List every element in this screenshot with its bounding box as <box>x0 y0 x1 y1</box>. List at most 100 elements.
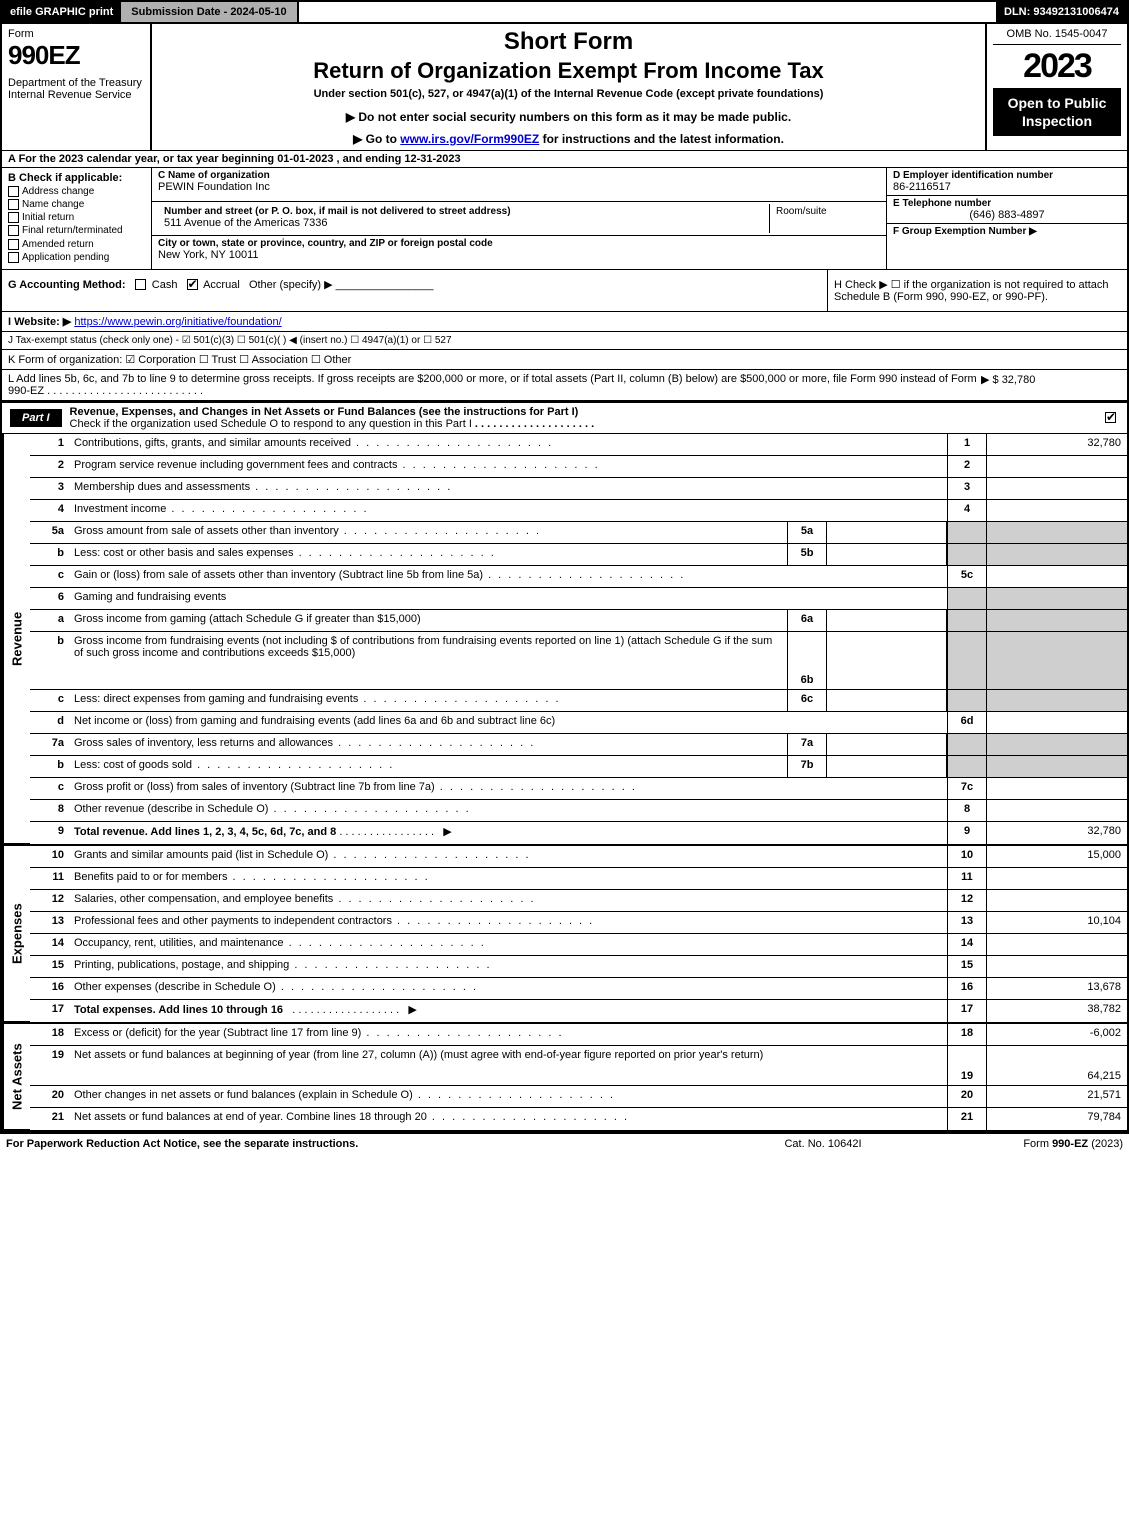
line-19-value: 64,215 <box>987 1046 1127 1085</box>
chk-address-change[interactable]: Address change <box>8 186 145 197</box>
line-9: 9 Total revenue. Add lines 1, 2, 3, 4, 5… <box>30 822 1127 844</box>
line-19: 19 Net assets or fund balances at beginn… <box>30 1046 1127 1086</box>
line-7c: c Gross profit or (loss) from sales of i… <box>30 778 1127 800</box>
topbar-spacer <box>299 2 996 22</box>
goto-post: for instructions and the latest informat… <box>539 132 784 146</box>
chk-cash[interactable] <box>135 279 146 290</box>
revenue-side-label: Revenue <box>2 434 30 844</box>
header-center: Short Form Return of Organization Exempt… <box>152 24 987 150</box>
topbar: efile GRAPHIC print Submission Date - 20… <box>2 2 1127 24</box>
expenses-body: 10 Grants and similar amounts paid (list… <box>30 846 1127 1022</box>
line-6: 6 Gaming and fundraising events <box>30 588 1127 610</box>
part-1-tag: Part I <box>10 409 62 427</box>
line-13-value: 10,104 <box>987 912 1127 933</box>
line-15: 15 Printing, publications, postage, and … <box>30 956 1127 978</box>
line-17-value: 38,782 <box>987 1000 1127 1022</box>
line-6d: d Net income or (loss) from gaming and f… <box>30 712 1127 734</box>
chk-amended-return[interactable]: Amended return <box>8 239 145 250</box>
chk-initial-return[interactable]: Initial return <box>8 212 145 223</box>
room-suite-box: Room/suite <box>770 204 880 233</box>
line-10-value: 15,000 <box>987 846 1127 867</box>
line-7b: b Less: cost of goods sold 7b <box>30 756 1127 778</box>
net-assets-body: 18 Excess or (deficit) for the year (Sub… <box>30 1024 1127 1130</box>
col-d-e-f: D Employer identification number 86-2116… <box>887 168 1127 269</box>
line-6c: c Less: direct expenses from gaming and … <box>30 690 1127 712</box>
part-1-schedule-o-check[interactable] <box>1097 409 1127 427</box>
line-18: 18 Excess or (deficit) for the year (Sub… <box>30 1024 1127 1046</box>
room-label: Room/suite <box>776 206 827 217</box>
col-h: H Check ▶ ☐ if the organization is not r… <box>827 270 1127 311</box>
net-assets-side-label: Net Assets <box>2 1024 30 1130</box>
row-j-tax-exempt: J Tax-exempt status (check only one) - ☑… <box>2 332 1127 350</box>
header-left: Form 990EZ Department of the Treasury In… <box>2 24 152 150</box>
return-title: Return of Organization Exempt From Incom… <box>158 58 979 84</box>
tax-year: 2023 <box>993 47 1121 86</box>
line-10: 10 Grants and similar amounts paid (list… <box>30 846 1127 868</box>
street-box: Number and street (or P. O. box, if mail… <box>158 204 770 233</box>
line-1: 1 Contributions, gifts, grants, and simi… <box>30 434 1127 456</box>
line-1-desc: Contributions, gifts, grants, and simila… <box>70 434 947 455</box>
website-link[interactable]: https://www.pewin.org/initiative/foundat… <box>74 316 281 328</box>
accounting-method-label: G Accounting Method: <box>8 279 126 291</box>
row-i-website: I Website: ▶ https://www.pewin.org/initi… <box>2 312 1127 332</box>
line-16-value: 13,678 <box>987 978 1127 999</box>
section-g-h: G Accounting Method: Cash Accrual Other … <box>2 270 1127 312</box>
department: Department of the Treasury Internal Reve… <box>8 77 144 101</box>
open-to-public: Open to Public Inspection <box>993 88 1121 136</box>
line-21-value: 79,784 <box>987 1108 1127 1130</box>
chk-application-pending[interactable]: Application pending <box>8 252 145 263</box>
goto-line: ▶ Go to www.irs.gov/Form990EZ for instru… <box>158 132 979 146</box>
part-1-sub: Check if the organization used Schedule … <box>70 418 472 430</box>
section-b-through-f: B Check if applicable: Address change Na… <box>2 168 1127 270</box>
street-value: 511 Avenue of the Americas 7336 <box>164 217 763 229</box>
line-9-value: 32,780 <box>987 822 1127 844</box>
form-word: Form <box>8 28 144 40</box>
website-label: I Website: ▶ <box>8 316 71 328</box>
form-number: 990EZ <box>8 40 144 71</box>
goto-link[interactable]: www.irs.gov/Form990EZ <box>400 132 539 146</box>
line-11: 11 Benefits paid to or for members 11 <box>30 868 1127 890</box>
line-6b: b Gross income from fundraising events (… <box>30 632 1127 690</box>
ein-box: D Employer identification number 86-2116… <box>887 168 1127 196</box>
efile-label: efile GRAPHIC print <box>2 2 121 22</box>
line-14: 14 Occupancy, rent, utilities, and maint… <box>30 934 1127 956</box>
city-box: City or town, state or province, country… <box>152 236 886 269</box>
line-21: 21 Net assets or fund balances at end of… <box>30 1108 1127 1130</box>
line-12: 12 Salaries, other compensation, and emp… <box>30 890 1127 912</box>
phone-box: E Telephone number (646) 883-4897 <box>887 196 1127 224</box>
street-row: Number and street (or P. O. box, if mail… <box>152 202 886 236</box>
footer-right: Form 990-EZ (2023) <box>923 1138 1123 1150</box>
chk-name-change[interactable]: Name change <box>8 199 145 210</box>
short-form-title: Short Form <box>158 28 979 56</box>
city-value: New York, NY 10011 <box>158 249 880 261</box>
accounting-other: Other (specify) ▶ <box>249 279 333 291</box>
ein-label: D Employer identification number <box>893 170 1121 181</box>
under-section: Under section 501(c), 527, or 4947(a)(1)… <box>158 88 979 100</box>
ssn-warning: ▶ Do not enter social security numbers o… <box>158 110 979 124</box>
chk-accrual[interactable] <box>187 279 198 290</box>
phone-value: (646) 883-4897 <box>893 209 1121 221</box>
goto-pre: ▶ Go to <box>353 132 400 146</box>
revenue-body: 1 Contributions, gifts, grants, and simi… <box>30 434 1127 844</box>
row-l-gross-receipts: L Add lines 5b, 6c, and 7b to line 9 to … <box>2 370 1127 401</box>
net-assets-section: Net Assets 18 Excess or (deficit) for th… <box>2 1024 1127 1130</box>
group-exemption-box: F Group Exemption Number ▶ <box>887 224 1127 239</box>
line-5a: 5a Gross amount from sale of assets othe… <box>30 522 1127 544</box>
line-4: 4 Investment income 4 <box>30 500 1127 522</box>
line-5c: c Gain or (loss) from sale of assets oth… <box>30 566 1127 588</box>
line-6a: a Gross income from gaming (attach Sched… <box>30 610 1127 632</box>
row-a-tax-year: A For the 2023 calendar year, or tax yea… <box>2 151 1127 168</box>
expenses-section: Expenses 10 Grants and similar amounts p… <box>2 846 1127 1024</box>
footer-left: For Paperwork Reduction Act Notice, see … <box>6 1138 723 1150</box>
chk-final-return[interactable]: Final return/terminated <box>8 225 145 236</box>
line-3: 3 Membership dues and assessments 3 <box>30 478 1127 500</box>
col-c-org-info: C Name of organization PEWIN Foundation … <box>152 168 887 269</box>
col-b-label: B Check if applicable: <box>8 172 145 184</box>
line-13: 13 Professional fees and other payments … <box>30 912 1127 934</box>
footer: For Paperwork Reduction Act Notice, see … <box>0 1132 1129 1154</box>
row-l-amount: ▶ $ 32,780 <box>981 373 1121 397</box>
org-name-box: C Name of organization PEWIN Foundation … <box>152 168 886 202</box>
revenue-section: Revenue 1 Contributions, gifts, grants, … <box>2 434 1127 846</box>
line-5b: b Less: cost or other basis and sales ex… <box>30 544 1127 566</box>
omb-number: OMB No. 1545-0047 <box>993 28 1121 45</box>
